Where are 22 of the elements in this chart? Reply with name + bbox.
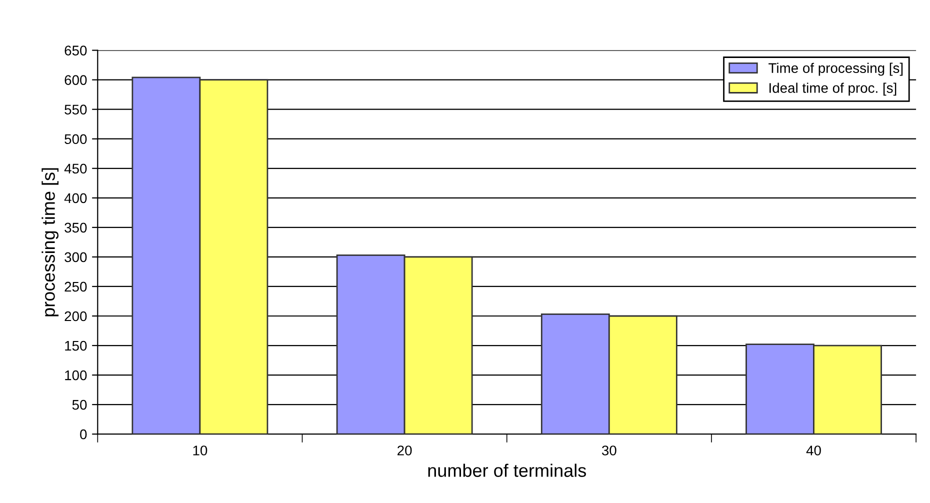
y-tick-label: 50 [72,400,87,410]
y-tick-label: 150 [65,340,87,351]
legend-label: Ideal time of proc. [s] [770,82,896,96]
y-tick-label: 400 [64,193,87,204]
y-tick-label: 300 [64,252,87,262]
y-tick-label: 350 [64,222,87,233]
x-tick-label: 30 [602,446,616,456]
y-tick-label: 500 [64,134,87,144]
y-tick-label: 550 [64,104,87,115]
y-tick-label: 250 [64,282,87,292]
y-tick-label: 0 [80,429,87,440]
y-tick-label: 600 [64,75,87,85]
legend-label: Time of processing [s] [768,62,903,76]
x-tick-label: 20 [398,446,412,456]
y-axis-title: processing time [s] [42,168,59,316]
y-tick-label: 650 [64,46,87,56]
x-tick-label: 40 [806,446,821,456]
y-tick-label: 200 [64,311,87,322]
y-tick-label: 100 [65,370,87,380]
x-axis-title: number of terminals [428,464,586,477]
x-tick-label: 10 [193,446,208,456]
y-tick-label: 450 [64,164,87,174]
